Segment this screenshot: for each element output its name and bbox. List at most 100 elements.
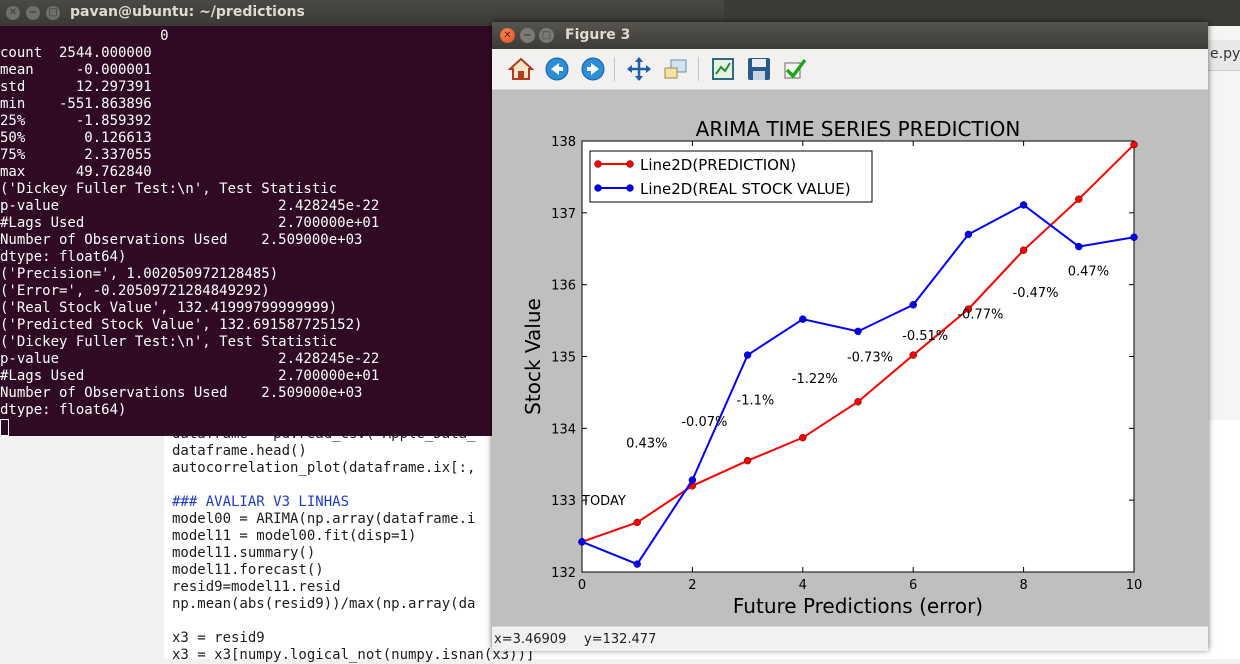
- terminal-line: ('Real Stock Value', 132.41999799999999): [0, 300, 338, 316]
- annotation-label: 0.43%: [626, 437, 667, 452]
- series-1-point[interactable]: [743, 351, 752, 359]
- chart-title: ARIMA TIME SERIES PREDICTION: [696, 117, 1021, 141]
- maximize-icon: □: [541, 30, 552, 41]
- figure-toolbar: [492, 49, 1208, 90]
- close-icon: ✕: [503, 30, 512, 41]
- terminal-line: dtype: float64): [0, 249, 127, 265]
- terminal-maximize-button[interactable]: □: [46, 6, 60, 20]
- series-1-point[interactable]: [1130, 233, 1138, 241]
- check-icon: [784, 58, 807, 79]
- cursor-y-readout: y=132.477: [584, 632, 657, 647]
- annotation-label: -0.51%: [902, 329, 948, 344]
- code-line: model00 = ARIMA(np.array(dataframe.i: [172, 511, 476, 527]
- terminal-line: ('Dickey Fuller Test:\n', Test Statistic: [0, 181, 338, 197]
- terminal-close-button[interactable]: ✕: [6, 6, 20, 20]
- series-1-point[interactable]: [799, 315, 807, 323]
- y-tick-label: 137: [551, 207, 576, 222]
- terminal-line: max 49.762840: [0, 164, 152, 180]
- pan-button[interactable]: [626, 56, 652, 82]
- legend-box: [589, 150, 873, 203]
- terminal-line: mean -0.000001: [0, 62, 152, 78]
- code-line: model11.forecast(): [172, 562, 324, 578]
- series-0-point[interactable]: [1075, 195, 1083, 203]
- figure-statusbar: x=3.46909 y=132.477: [492, 626, 1208, 651]
- series-0-point[interactable]: [964, 305, 973, 313]
- figure-window[interactable]: ✕ − □ Figure 3: [492, 22, 1208, 651]
- maximize-icon: □: [48, 7, 58, 18]
- terminal-line: Number of Observations Used 2.509000e+03: [0, 385, 363, 401]
- figure-minimize-button[interactable]: −: [520, 28, 535, 43]
- series-1-point[interactable]: [1075, 242, 1083, 251]
- home-button[interactable]: [507, 56, 535, 82]
- terminal-titlebar[interactable]: ✕ − □ pavan@ubuntu: ~/predictions: [0, 0, 724, 26]
- code-line: dataframe.head(): [172, 443, 307, 459]
- editor-file-tab[interactable]: [1208, 40, 1240, 71]
- series-1-point[interactable]: [854, 327, 862, 336]
- cursor-x-readout: x=3.46909: [494, 632, 567, 647]
- terminal-minimize-button[interactable]: −: [26, 6, 40, 20]
- series-1-point[interactable]: [909, 301, 917, 309]
- x-tick-label: 2: [688, 578, 696, 593]
- annotation-label: TODAY: [581, 494, 626, 509]
- x-tick-label: 6: [909, 578, 917, 593]
- terminal-line: Number of Observations Used 2.509000e+03: [0, 232, 363, 248]
- editor-gutter: [160, 420, 164, 659]
- series-1-point[interactable]: [964, 230, 973, 239]
- series-0-point[interactable]: [1019, 246, 1028, 254]
- code-line: np.mean(abs(resid9))/max(np.array(da: [172, 596, 476, 612]
- legend-marker: [626, 184, 634, 192]
- x-tick-label: 0: [578, 578, 586, 593]
- y-tick-label: 134: [551, 422, 576, 437]
- annotation-label: -0.47%: [1013, 286, 1059, 301]
- y-axis-label: Stock Value: [521, 298, 545, 415]
- annotation-label: -0.77%: [957, 307, 1003, 322]
- x-tick-label: 8: [1019, 578, 1027, 593]
- series-0-point[interactable]: [854, 398, 862, 406]
- background-window-bar: [1208, 0, 1240, 26]
- annotation-label: -1.1%: [737, 394, 775, 409]
- series-0-point[interactable]: [909, 351, 917, 359]
- code-line: autocorrelation_plot(dataframe.ix[:,: [172, 460, 476, 476]
- series-1-point[interactable]: [578, 538, 586, 546]
- minimize-icon: −: [523, 30, 532, 41]
- terminal-line: dtype: float64): [0, 402, 127, 418]
- background-window-titlebar: [724, 0, 1240, 26]
- subplots-icon: [712, 58, 734, 80]
- terminal-line: 0: [0, 28, 169, 44]
- legend-marker: [594, 160, 602, 168]
- save-icon: [748, 58, 770, 80]
- figure-titlebar[interactable]: ✕ − □ Figure 3: [492, 22, 1208, 49]
- zoom-button[interactable]: [662, 56, 688, 82]
- subplots-button[interactable]: [710, 56, 736, 82]
- save-button[interactable]: [746, 56, 772, 82]
- series-1-point[interactable]: [1019, 201, 1028, 209]
- terminal-window[interactable]: 0 count 2544.000000 mean -0.000001 std 12.2…: [0, 0, 492, 436]
- annotation-label: 0.47%: [1068, 264, 1109, 279]
- y-tick-label: 138: [551, 135, 576, 150]
- figure-close-button[interactable]: ✕: [500, 28, 515, 43]
- toolbar-separator: [698, 57, 699, 81]
- code-line: model11.summary(): [172, 545, 316, 561]
- home-icon: [507, 57, 535, 80]
- back-arrow-icon: [545, 57, 569, 81]
- series-0-point[interactable]: [633, 518, 641, 527]
- y-tick-label: 133: [551, 494, 576, 509]
- series-0-point[interactable]: [799, 433, 807, 442]
- check-button[interactable]: [782, 56, 808, 82]
- forward-button[interactable]: [580, 56, 606, 82]
- series-0-point[interactable]: [743, 456, 752, 465]
- y-tick-label: 135: [551, 351, 576, 366]
- back-button[interactable]: [544, 56, 570, 82]
- series-1-point[interactable]: [633, 560, 641, 568]
- figure-title: Figure 3: [565, 27, 631, 43]
- series-0-point[interactable]: [1130, 140, 1138, 149]
- series-1-point[interactable]: [688, 476, 697, 484]
- x-tick-label: 10: [1126, 578, 1143, 593]
- arima-chart[interactable]: ARIMA TIME SERIES PREDICTION Future Predi…: [492, 89, 1208, 626]
- forward-arrow-icon: [581, 57, 605, 81]
- code-line: model11 = model00.fit(disp=1): [172, 528, 417, 544]
- terminal-cursor: [0, 419, 9, 436]
- figure-maximize-button[interactable]: □: [539, 28, 554, 43]
- terminal-line: ('Precision=', 1.002050972128485): [0, 266, 279, 282]
- terminal-line: 50% 0.126613: [0, 130, 152, 146]
